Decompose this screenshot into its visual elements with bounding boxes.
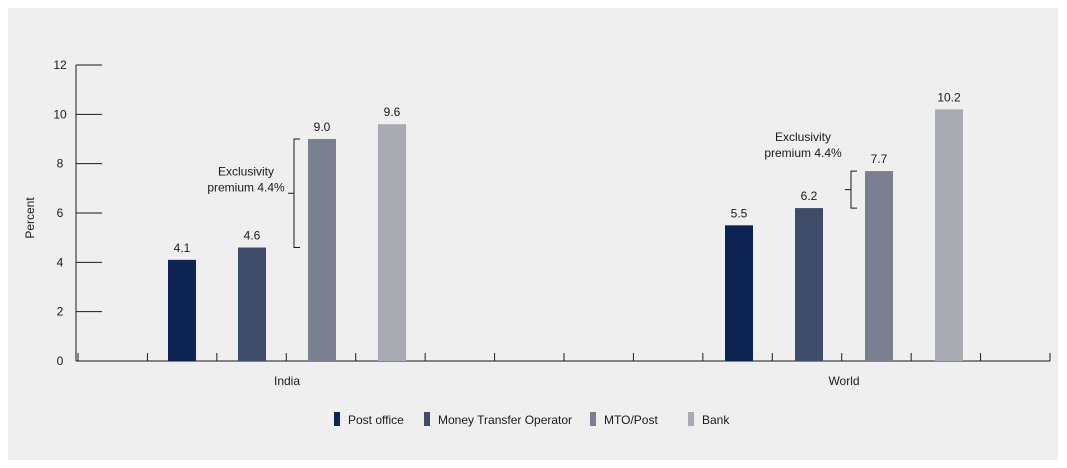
annotation-text: Exclusivity bbox=[775, 130, 831, 144]
bar-chart: Percent 0 2 4 6 8 10 12 4.1 4.6 9.0 9.6 India 5.5 6.2… bbox=[23, 58, 1051, 427]
annotation-text: Exclusivity bbox=[218, 164, 274, 178]
category-label: India bbox=[274, 374, 300, 388]
legend-swatch bbox=[424, 412, 430, 426]
legend-swatch bbox=[590, 412, 596, 426]
annotation-text: premium 4.4% bbox=[764, 146, 842, 160]
annotation-text: premium 4.4% bbox=[207, 180, 285, 194]
y-tick-label: 2 bbox=[57, 305, 64, 319]
bar bbox=[725, 225, 753, 361]
bar bbox=[308, 139, 336, 361]
annotation-bracket bbox=[288, 138, 300, 249]
legend-label: Money Transfer Operator bbox=[438, 413, 572, 427]
legend-label: Post office bbox=[348, 413, 404, 427]
legend-swatch bbox=[688, 412, 694, 426]
annotation-bracket bbox=[845, 170, 857, 209]
data-label: 9.6 bbox=[384, 105, 401, 119]
legend-swatch bbox=[334, 412, 340, 426]
y-tick-label: 0 bbox=[57, 354, 64, 368]
legend-label: MTO/Post bbox=[604, 413, 658, 427]
data-label: 6.2 bbox=[801, 189, 818, 203]
legend-label: Bank bbox=[702, 413, 730, 427]
data-label: 5.5 bbox=[731, 206, 748, 220]
chart-panel: Percent 0 2 4 6 8 10 12 4.1 4.6 9.0 9.6 India 5.5 6.2… bbox=[8, 8, 1058, 460]
y-tick-label: 6 bbox=[57, 206, 64, 220]
data-label: 9.0 bbox=[314, 120, 331, 134]
bar bbox=[238, 247, 266, 361]
data-label: 7.7 bbox=[871, 152, 888, 166]
y-tick-label: 10 bbox=[53, 107, 67, 121]
bar bbox=[795, 208, 823, 361]
y-tick-label: 4 bbox=[57, 255, 64, 269]
y-tick-label: 12 bbox=[53, 58, 67, 72]
bar bbox=[378, 124, 406, 361]
bar bbox=[865, 171, 893, 361]
data-label: 10.2 bbox=[937, 90, 961, 104]
category-label: World bbox=[828, 374, 859, 388]
data-label: 4.1 bbox=[174, 241, 191, 255]
bar bbox=[168, 259, 196, 361]
y-tick-label: 8 bbox=[57, 157, 64, 171]
y-axis-title: Percent bbox=[23, 197, 37, 239]
data-label: 4.6 bbox=[244, 229, 261, 243]
bar bbox=[935, 109, 963, 362]
